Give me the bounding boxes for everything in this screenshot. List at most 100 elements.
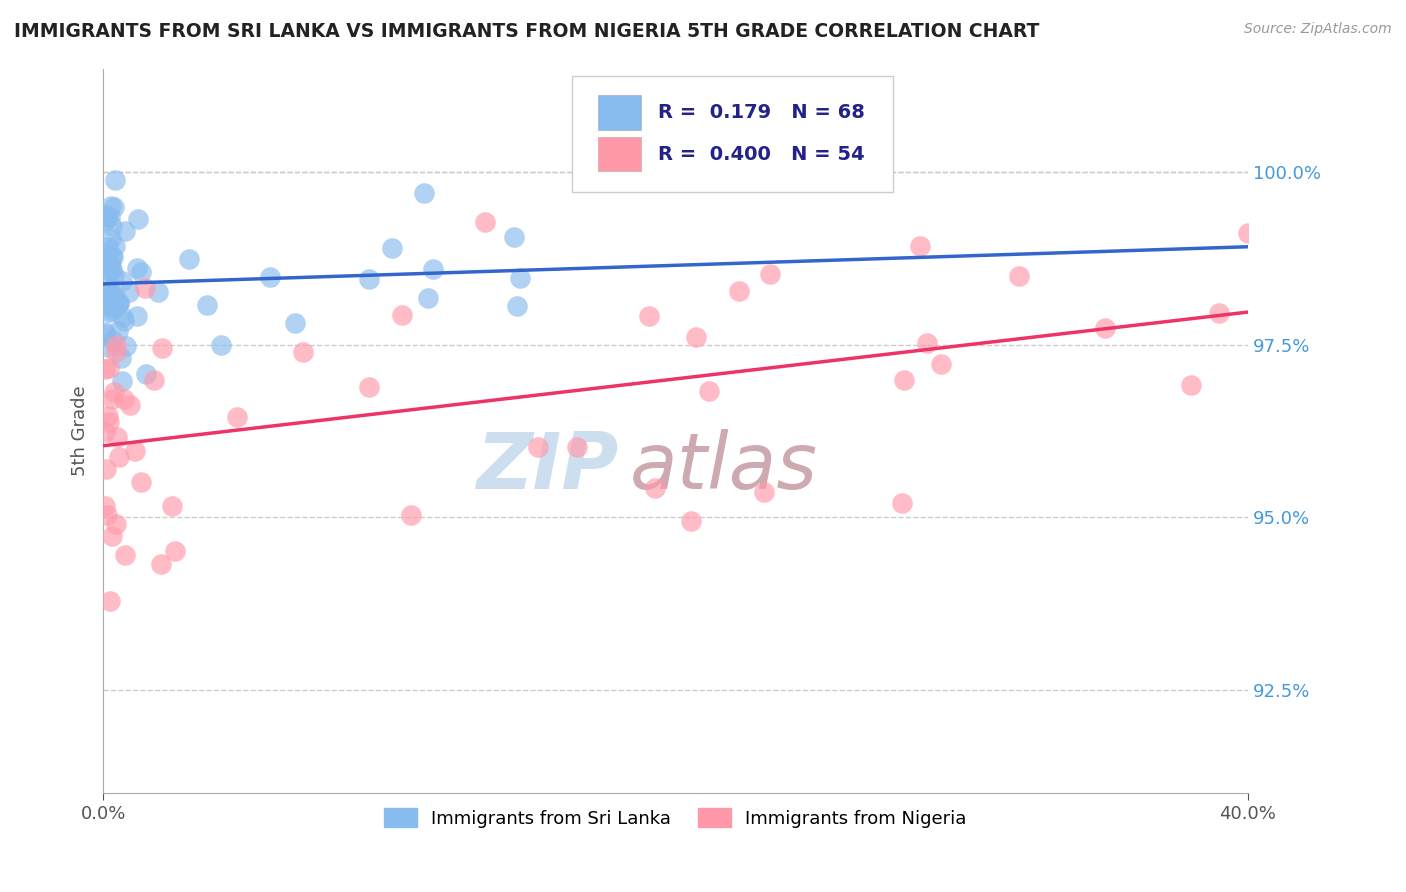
Point: [149, 557, 172, 571]
Point: [100, 231, 122, 245]
Text: atlas: atlas: [630, 429, 817, 505]
Point: [112, 392, 135, 406]
Point: [93, 247, 115, 261]
Point: [1237, 227, 1260, 241]
Point: [638, 310, 661, 324]
Point: [890, 495, 912, 509]
Point: [97, 340, 120, 354]
Point: [97, 360, 120, 375]
Point: [96, 210, 118, 224]
Point: [97, 240, 120, 254]
Point: [93, 287, 115, 301]
Point: [209, 338, 232, 352]
Point: [502, 229, 524, 244]
Point: [150, 341, 173, 355]
Point: [101, 219, 124, 234]
Point: [399, 508, 422, 522]
Point: [509, 271, 531, 285]
Point: [101, 528, 124, 542]
Point: [101, 250, 124, 264]
Point: [416, 292, 439, 306]
Point: [163, 544, 186, 558]
Point: [100, 293, 122, 307]
Point: [97, 277, 120, 291]
Point: [103, 384, 125, 399]
Point: [114, 548, 136, 562]
Point: [225, 409, 247, 424]
Point: [526, 441, 548, 455]
Point: [118, 398, 141, 412]
Point: [101, 301, 124, 315]
Point: [111, 310, 134, 325]
Point: [127, 211, 149, 226]
Point: [98, 210, 121, 224]
Point: [759, 267, 782, 281]
Point: [110, 351, 132, 366]
Point: [93, 296, 115, 310]
Point: [108, 296, 131, 310]
Text: Source: ZipAtlas.com: Source: ZipAtlas.com: [1244, 22, 1392, 37]
FancyBboxPatch shape: [572, 76, 893, 192]
Point: [100, 304, 122, 318]
Point: [105, 345, 128, 359]
Point: [259, 270, 281, 285]
Point: [131, 265, 153, 279]
Point: [565, 440, 588, 454]
Point: [146, 285, 169, 300]
Point: [728, 284, 751, 298]
Point: [125, 309, 148, 323]
Point: [101, 249, 124, 263]
Point: [1008, 269, 1031, 284]
Point: [111, 274, 134, 288]
Text: R =  0.400   N = 54: R = 0.400 N = 54: [658, 145, 865, 163]
Point: [96, 508, 118, 522]
Point: [98, 305, 121, 319]
Point: [112, 314, 135, 328]
Point: [412, 186, 434, 201]
Point: [100, 299, 122, 313]
FancyBboxPatch shape: [598, 136, 641, 171]
Point: [103, 292, 125, 306]
Point: [105, 429, 128, 443]
Point: [381, 241, 404, 255]
Point: [754, 484, 776, 499]
Point: [100, 199, 122, 213]
Point: [108, 296, 131, 310]
Point: [118, 285, 141, 300]
Point: [96, 208, 118, 222]
Point: [506, 299, 529, 313]
Point: [110, 374, 132, 388]
Point: [97, 285, 120, 299]
Point: [115, 338, 138, 352]
Point: [93, 499, 115, 513]
Point: [1180, 378, 1202, 392]
Point: [915, 336, 938, 351]
Point: [98, 594, 121, 608]
Y-axis label: 5th Grade: 5th Grade: [72, 385, 89, 476]
Point: [101, 392, 124, 406]
Point: [134, 281, 156, 295]
Point: [101, 263, 124, 277]
Point: [107, 450, 129, 464]
Point: [94, 362, 117, 376]
Point: [284, 317, 307, 331]
Point: [908, 239, 931, 253]
Point: [96, 251, 118, 265]
Point: [1208, 306, 1230, 320]
Point: [103, 239, 125, 253]
Point: [93, 326, 115, 340]
Point: [357, 380, 380, 394]
Text: IMMIGRANTS FROM SRI LANKA VS IMMIGRANTS FROM NIGERIA 5TH GRADE CORRELATION CHART: IMMIGRANTS FROM SRI LANKA VS IMMIGRANTS …: [14, 22, 1039, 41]
Text: R =  0.179   N = 68: R = 0.179 N = 68: [658, 103, 865, 122]
Point: [179, 252, 201, 266]
Point: [107, 295, 129, 310]
Point: [114, 224, 136, 238]
Point: [685, 330, 707, 344]
Point: [98, 283, 121, 297]
Point: [98, 255, 121, 269]
Point: [1094, 321, 1116, 335]
Point: [357, 271, 380, 285]
Legend: Immigrants from Sri Lanka, Immigrants from Nigeria: Immigrants from Sri Lanka, Immigrants fr…: [377, 801, 974, 835]
Point: [929, 357, 952, 371]
Point: [142, 373, 165, 387]
